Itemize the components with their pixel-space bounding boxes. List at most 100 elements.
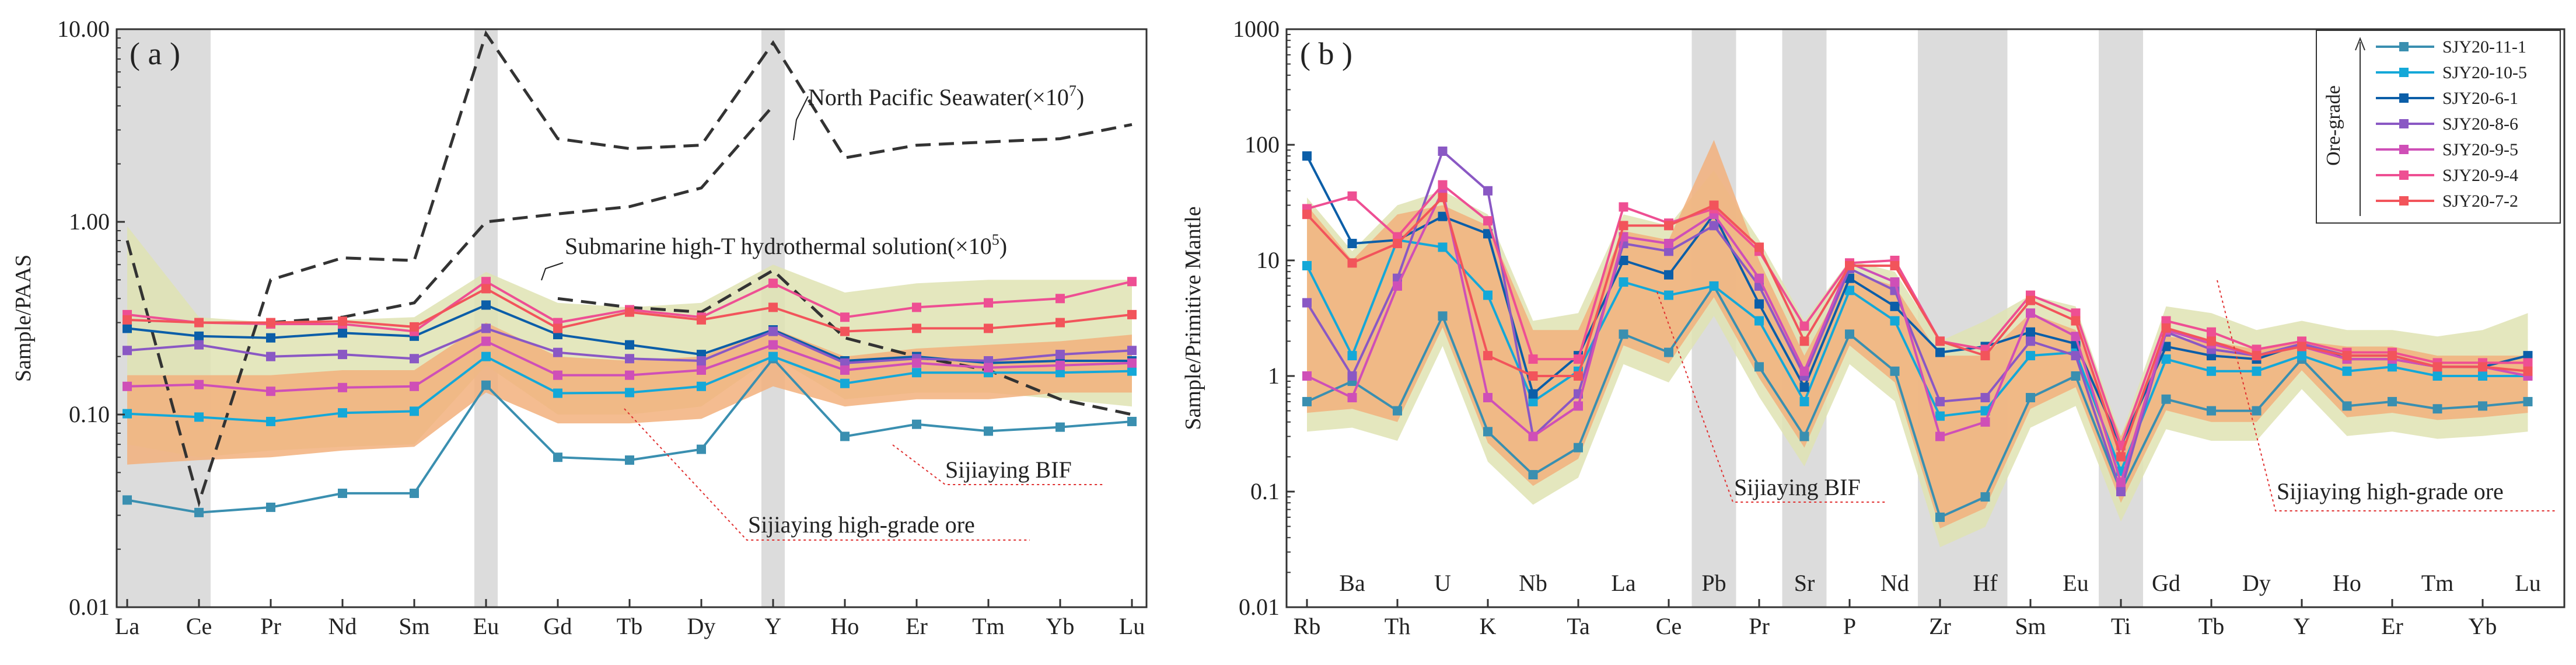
a-point-sjy20-10-5-gd: [553, 388, 562, 398]
a-hydrothermal-leader: [541, 262, 564, 281]
b-point-sjy20-10-5-nb: [1528, 396, 1538, 406]
b-point-sjy20-9-4-k: [1483, 216, 1493, 226]
b-point-sjy20-9-4-ta: [1574, 354, 1583, 364]
a-point-sjy20-9-4-tm: [984, 298, 993, 308]
b-xtick-label-th: Th: [1385, 613, 1410, 639]
b-point-sjy20-6-1-sm: [2026, 327, 2035, 337]
b-point-sjy20-11-1-er: [2388, 396, 2397, 406]
b-annotation-bif: Sijiaying BIF: [1734, 474, 1861, 500]
a-point-sjy20-10-5-ho: [840, 378, 850, 388]
b-point-sjy20-11-1-u: [1438, 311, 1448, 321]
b-point-sjy20-8-6-hf: [1980, 393, 1990, 403]
b-point-sjy20-7-2-la: [1619, 221, 1628, 231]
a-point-sjy20-11-1-pr: [266, 502, 275, 512]
b-xtick-label-ti: Ti: [2111, 613, 2131, 639]
b-xtick-label-eu: Eu: [2063, 570, 2088, 596]
b-xtick-label-dy: Dy: [2242, 570, 2271, 596]
a-point-sjy20-7-2-y: [768, 302, 778, 312]
b-xtick-label-nd: Nd: [1881, 570, 1909, 596]
b-series-line-sjy20-9-4: [1306, 183, 2528, 450]
b-point-sjy20-8-6-zr: [1935, 396, 1945, 406]
b-series-line-sjy20-8-6: [1306, 149, 2528, 496]
a-xtick-label-tb: Tb: [617, 613, 642, 639]
b-ytick-label-0: 0.01: [1239, 594, 1280, 620]
b-point-sjy20-7-2-dy: [2252, 351, 2262, 361]
a-reference-line-2: [557, 269, 1133, 416]
b-xtick-label-hf: Hf: [1973, 570, 1998, 596]
a-point-sjy20-7-2-er: [912, 323, 921, 333]
a-point-sjy20-8-6-nd: [338, 350, 347, 360]
b-point-sjy20-11-1-p: [1845, 329, 1854, 339]
a-point-sjy20-8-6-ho: [840, 358, 850, 368]
a-ytick-label-3: 10.00: [57, 16, 110, 42]
b-point-sjy20-10-5-pr: [1754, 316, 1764, 326]
b-point-sjy20-11-1-k: [1483, 427, 1493, 437]
a-bif-leader: [892, 444, 1103, 485]
a-xtick-label-nd: Nd: [328, 613, 357, 639]
b-point-sjy20-8-6-k: [1483, 186, 1493, 196]
a-y-axis-label: Sample/PAAS: [11, 255, 36, 382]
a-reference-line-1: [270, 105, 774, 324]
b-xtick-label-lu: Lu: [2515, 570, 2540, 596]
a-point-sjy20-10-5-la: [123, 409, 132, 419]
a-point-sjy20-9-5-tm: [984, 363, 993, 372]
b-point-sjy20-10-5-pb: [1709, 281, 1719, 291]
b-point-sjy20-9-5-nd: [1890, 277, 1900, 287]
b-x-ticks: Rb Ba Th U K Nb Ta La Ce Pb Pr Sr P Nd Zr Hf Sm Eu Ti Gd Tb D…: [1294, 570, 2541, 639]
a-annotation-hydrothermal-text: Submarine high-T hydrothermal solution(×…: [565, 233, 992, 259]
b-point-sjy20-7-2-pb: [1709, 200, 1719, 210]
b-point-sjy20-10-5-k: [1483, 290, 1493, 300]
a-point-sjy20-6-1-eu: [481, 300, 491, 310]
b-xtick-label-ta: Ta: [1567, 613, 1590, 639]
legend-title: Ore-grade: [2323, 85, 2344, 166]
a-y-ticks: 0.01 0.10 1.00 10.00: [57, 16, 125, 620]
a-point-sjy20-9-5-lu: [1127, 358, 1137, 368]
b-point-sjy20-8-6-eu: [2071, 351, 2081, 361]
b-point-sjy20-10-5-y: [2297, 351, 2306, 361]
b-point-sjy20-9-4-lu: [2523, 358, 2533, 368]
a-point-sjy20-9-5-er: [912, 358, 921, 368]
a-annotation-seawater-close: ): [1076, 84, 1084, 110]
a-point-sjy20-9-5-la: [123, 381, 132, 391]
a-point-sjy20-7-2-tb: [625, 307, 634, 317]
legend-label-sjy20-6-1: SJY20-6-1: [2442, 89, 2518, 108]
a-reference-lines: [125, 30, 1133, 508]
b-point-sjy20-7-2-rb: [1302, 210, 1312, 220]
legend-arrow-head: [2355, 37, 2365, 51]
a-point-sjy20-9-5-yb: [1055, 360, 1065, 370]
b-panel-label: ( b ): [1300, 36, 1352, 71]
legend-label-sjy20-9-5: SJY20-9-5: [2442, 140, 2518, 159]
a-reference-line-0: [125, 30, 1133, 508]
b-series-sjy20-7-2: [1302, 193, 2533, 462]
b-point-sjy20-7-2-sm: [2026, 295, 2035, 305]
b-xtick-label-tm: Tm: [2421, 570, 2454, 596]
a-point-sjy20-8-6-pr: [266, 351, 275, 361]
a-point-sjy20-8-6-tb: [625, 354, 634, 364]
a-point-sjy20-7-2-la: [123, 315, 132, 325]
a-xtick-label-y: Y: [765, 613, 782, 639]
b-point-sjy20-11-1-la: [1619, 329, 1628, 339]
a-point-sjy20-6-1-nd: [338, 328, 347, 338]
a-point-sjy20-11-1-nd: [338, 488, 347, 498]
b-xtick-label-la: La: [1611, 570, 1635, 596]
a-point-sjy20-9-4-y: [768, 278, 778, 288]
a-point-sjy20-8-6-lu: [1127, 346, 1137, 356]
b-point-sjy20-10-5-tb: [2207, 366, 2216, 376]
b-xtick-label-k: K: [1480, 613, 1497, 639]
b-point-sjy20-7-2-yb: [2478, 362, 2487, 372]
a-ytick-label-1: 0.10: [69, 401, 110, 427]
legend-marker-sjy20-11-1: [2399, 42, 2409, 51]
b-point-sjy20-9-5-rb: [1302, 371, 1312, 381]
b-point-sjy20-10-5-tm: [2432, 371, 2442, 381]
a-point-sjy20-7-2-yb: [1055, 318, 1065, 328]
b-point-sjy20-7-2-hf: [1980, 351, 1990, 361]
legend-marker-sjy20-6-1: [2399, 93, 2409, 103]
a-annotation-hydrothermal: Submarine high-T hydrothermal solution(×…: [565, 231, 1007, 259]
b-point-sjy20-9-4-gd: [2161, 316, 2171, 326]
a-point-sjy20-11-1-dy: [697, 444, 706, 454]
b-point-sjy20-10-5-u: [1438, 242, 1448, 252]
b-point-sjy20-7-2-p: [1845, 261, 1854, 271]
a-annotation-bif: Sijiaying BIF: [945, 457, 1072, 483]
b-xtick-label-tb: Tb: [2198, 613, 2224, 639]
b-point-sjy20-10-5-ho: [2342, 366, 2352, 376]
